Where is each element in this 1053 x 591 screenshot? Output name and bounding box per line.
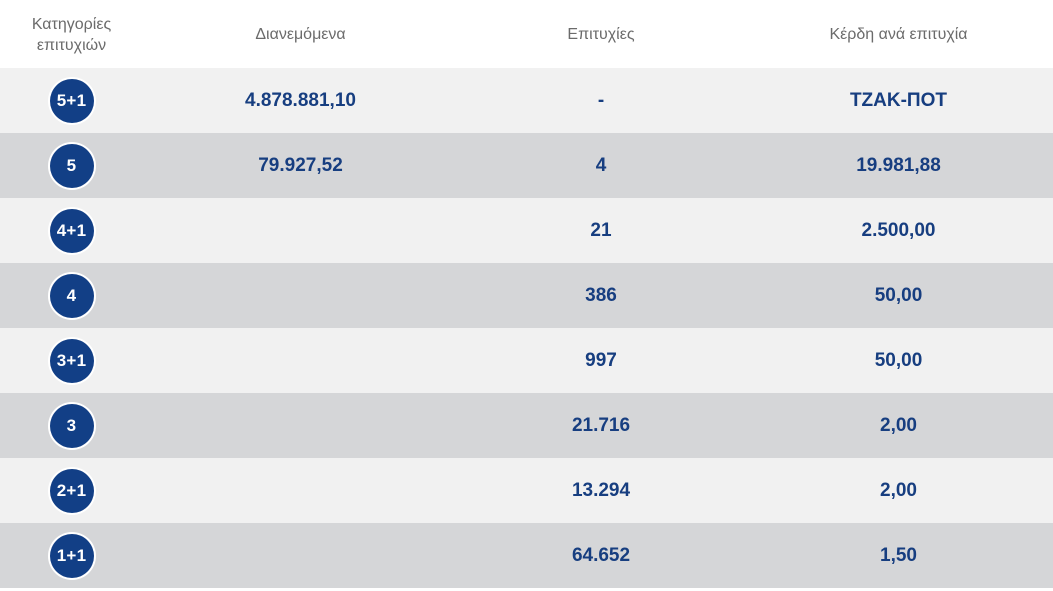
winners-cell: 4: [595, 154, 607, 176]
winners-cell: 386: [585, 284, 617, 306]
table-row: 1+1 64.652 1,50: [0, 523, 1053, 588]
table-row: 3 21.716 2,00: [0, 393, 1053, 458]
header-winners: Επιτυχίες: [567, 25, 635, 43]
category-badge: 2+1: [49, 468, 94, 513]
category-badge: 3: [49, 403, 94, 448]
prize-cell: 2.500,00: [861, 219, 936, 241]
prize-cell: 1,50: [880, 544, 917, 566]
table-row: 2+1 13.294 2,00: [0, 458, 1053, 523]
header-category: Κατηγορίες επιτυχιών: [31, 16, 112, 54]
prize-cell: 50,00: [874, 349, 923, 371]
prize-cell: ΤΖΑΚ-ΠΟΤ: [849, 89, 948, 111]
winners-cell: 997: [585, 349, 617, 371]
table-row: 4 386 50,00: [0, 263, 1053, 328]
header-distributed: Διανεμόμενα: [255, 25, 346, 43]
table-row: 5 79.927,52 4 19.981,88: [0, 133, 1053, 198]
category-badge: 1+1: [49, 533, 94, 578]
prize-cell: 2,00: [880, 479, 917, 501]
table-row: 5+1 4.878.881,10 - ΤΖΑΚ-ΠΟΤ: [0, 68, 1053, 133]
header-prize: Κέρδη ανά επιτυχία: [829, 25, 968, 43]
table-row: 3+1 997 50,00: [0, 328, 1053, 393]
prize-cell: 19.981,88: [856, 154, 941, 176]
table-body: 5+1 4.878.881,10 - ΤΖΑΚ-ΠΟΤ 5 79.927,52 …: [0, 68, 1053, 588]
category-cell: 4: [0, 273, 143, 318]
winners-cell: 21.716: [571, 414, 631, 436]
winners-cell: -: [597, 89, 605, 111]
category-cell: 5: [0, 143, 143, 188]
distributed-cell: 4.878.881,10: [245, 89, 356, 111]
winners-cell: 13.294: [571, 479, 631, 501]
category-cell: 3+1: [0, 338, 143, 383]
category-badge: 4: [49, 273, 94, 318]
category-badge: 3+1: [49, 338, 94, 383]
category-cell: 3: [0, 403, 143, 448]
category-badge: 5+1: [49, 78, 94, 123]
category-badge: 4+1: [49, 208, 94, 253]
category-cell: 5+1: [0, 78, 143, 123]
distributed-cell: 79.927,52: [258, 154, 343, 176]
prize-cell: 2,00: [880, 414, 917, 436]
table-row: 4+1 21 2.500,00: [0, 198, 1053, 263]
prize-cell: 50,00: [874, 284, 923, 306]
category-cell: 2+1: [0, 468, 143, 513]
table-header: Κατηγορίες επιτυχιών Διανεμόμενα Επιτυχί…: [0, 0, 1053, 68]
winners-cell: 64.652: [571, 544, 631, 566]
category-cell: 4+1: [0, 208, 143, 253]
category-badge: 5: [49, 143, 94, 188]
winners-cell: 21: [590, 219, 612, 241]
category-cell: 1+1: [0, 533, 143, 578]
